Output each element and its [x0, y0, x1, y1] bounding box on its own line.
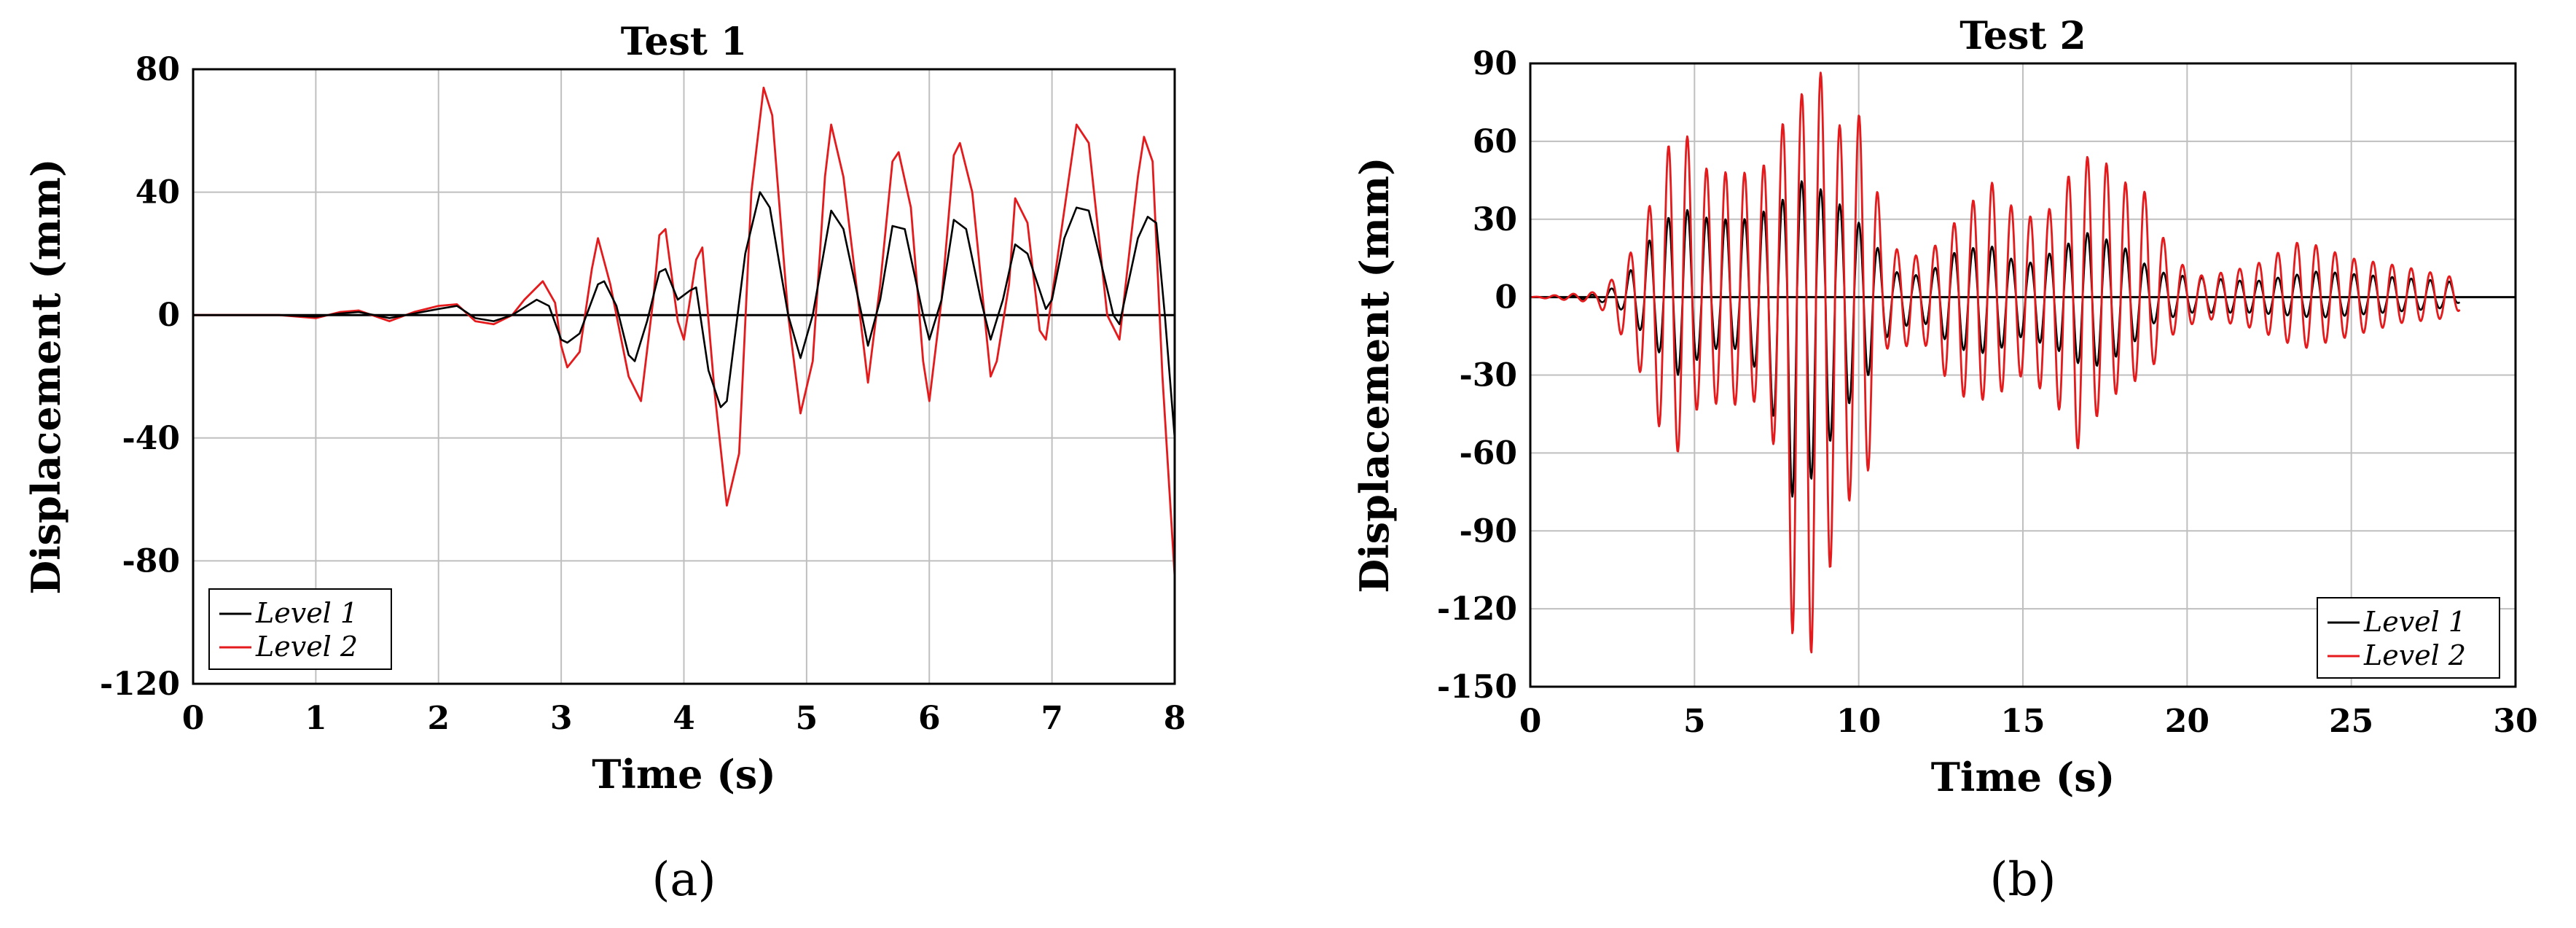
- x-tick-label: 0: [182, 700, 205, 737]
- legend-label-level-2-a: Level 2: [255, 631, 358, 663]
- legend-box-a: [208, 588, 392, 670]
- x-tick-label: 5: [1683, 703, 1706, 740]
- x-axis-label-b: Time (s): [1931, 754, 2115, 800]
- legend-label-level-1-b: Level 1: [2363, 606, 2466, 638]
- plot-frame-b: [1529, 62, 2517, 688]
- y-axis-label-b: Displacement (mm): [1351, 157, 1398, 593]
- y-tick-label: -150: [1437, 668, 1517, 706]
- x-tick-label: 6: [918, 700, 941, 737]
- x-tick-label: 15: [2000, 703, 2045, 740]
- series-line-level-2: [1530, 71, 2461, 654]
- y-tick-label: -40: [122, 420, 181, 457]
- series-b: [1530, 71, 2461, 654]
- y-axis-label-a: Displacement (mm): [23, 158, 69, 594]
- x-tick-label: 2: [427, 700, 450, 737]
- x-tick-label: 7: [1041, 700, 1063, 737]
- x-axis-label-a: Time (s): [592, 751, 776, 798]
- y-tick-label: -30: [1460, 357, 1518, 394]
- caption-b: (b): [1990, 853, 2056, 907]
- caption-a: (a): [651, 853, 716, 907]
- y-tick-label: -80: [122, 542, 181, 580]
- series-line-level-1: [193, 191, 1176, 438]
- x-tick-label: 30: [2493, 703, 2537, 740]
- legend-label-level-1-a: Level 1: [255, 597, 358, 629]
- legend-b: Level 1 Level 2: [2317, 597, 2500, 679]
- y-tick-label: 40: [136, 174, 180, 211]
- x-tick-label: 25: [2329, 703, 2373, 740]
- y-tick-label: -120: [100, 666, 180, 703]
- y-tick-label: -60: [1460, 434, 1518, 472]
- plot-frame-a: [192, 68, 1176, 685]
- x-tick-label: 1: [305, 700, 327, 737]
- series-a: [193, 86, 1176, 577]
- x-tick-label: 3: [550, 700, 573, 737]
- y-tick-label: 0: [1495, 279, 1517, 316]
- y-tick-label: -120: [1437, 590, 1517, 628]
- chart-title-a: Test 1: [621, 20, 747, 64]
- x-tick-label: 8: [1164, 700, 1186, 737]
- y-tick-label: 30: [1473, 201, 1517, 238]
- y-tick-label: -90: [1460, 512, 1518, 550]
- legend-a: Level 1 Level 2: [208, 588, 392, 670]
- x-tick-label: 20: [2165, 703, 2209, 740]
- panel-b: 0 5 10 15 20 25 30 -150 -120 -90 -60 -30 0 30 60 90 Tes…: [1351, 14, 2538, 907]
- legend-label-level-2-b: Level 2: [2363, 639, 2466, 671]
- y-tick-label: 90: [1473, 45, 1517, 82]
- x-tick-label: 4: [673, 700, 695, 737]
- x-tick-label: 10: [1836, 703, 1881, 740]
- ticks-b: 0 5 10 15 20 25 30 -150 -120 -90 -60 -30 0 30 60 90: [1437, 45, 2538, 740]
- ticks-a: 0 1 2 3 4 5 6 7 8 -120 -80 -40 0 40 80: [100, 51, 1186, 737]
- y-tick-label: 60: [1473, 123, 1517, 160]
- chart-title-b: Test 2: [1960, 14, 2086, 58]
- legend-box-b: [2317, 597, 2500, 679]
- series-line-level-1: [1530, 180, 2461, 498]
- x-tick-label: 0: [1519, 703, 1542, 740]
- y-tick-label: 80: [136, 51, 180, 88]
- grid-a: [192, 69, 1175, 685]
- y-tick-label: 0: [157, 297, 180, 334]
- x-tick-label: 5: [796, 700, 818, 737]
- panel-a: 0 1 2 3 4 5 6 7 8 -120 -80 -40 0 40 80 Test 1 Time (s)…: [23, 20, 1186, 907]
